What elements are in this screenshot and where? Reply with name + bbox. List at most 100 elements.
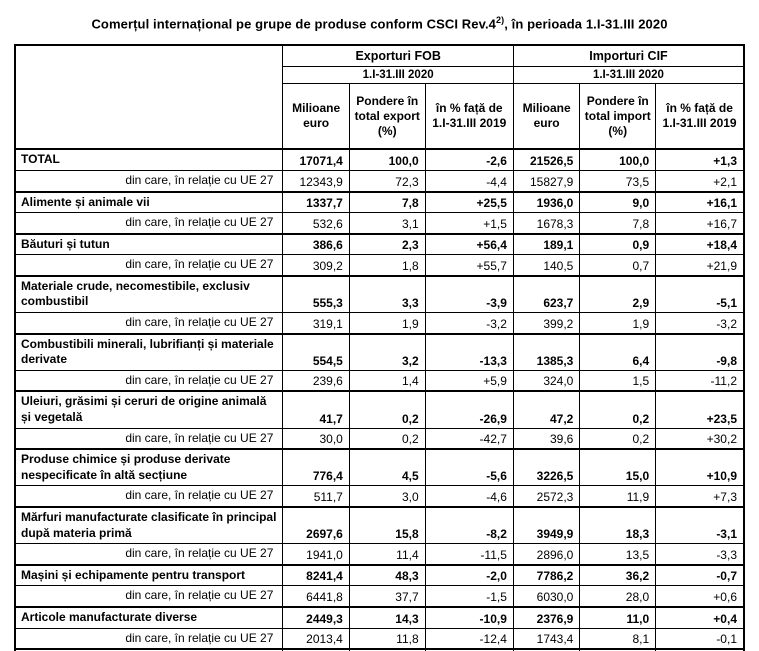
value-cell: 3,1 xyxy=(348,212,426,235)
value-cell: 386,6 xyxy=(282,232,350,256)
value-cell: 8,1 xyxy=(579,627,657,650)
subcategory-row: din care, în relație cu UE 27 532,6 3,1 +1,… xyxy=(14,212,745,235)
export-period: 1.I-31.III 2020 xyxy=(282,65,514,84)
value-cell: 0,2 xyxy=(579,390,657,429)
value-cell: 37,7 xyxy=(348,585,426,608)
value-cell: -3,3 xyxy=(655,543,745,566)
value-cell: 309,2 xyxy=(282,254,350,277)
col-header-export-share: Pondere în total export (%) xyxy=(348,82,426,150)
value-cell: -13,3 xyxy=(424,332,514,371)
corner-cell xyxy=(14,44,284,150)
value-cell: 3226,5 xyxy=(512,448,581,487)
subcategory-label: din care, în relație cu UE 27 xyxy=(14,369,284,392)
value-cell: 2572,3 xyxy=(512,485,581,508)
subcategory-row: din care, în relație cu UE 27 309,2 1,8 +55… xyxy=(14,254,745,277)
value-cell: 8241,4 xyxy=(282,563,350,587)
value-cell: 6441,8 xyxy=(282,585,350,608)
value-cell: 15827,9 xyxy=(512,169,581,193)
category-row: Uleiuri, grăsimi și ceruri de origine an… xyxy=(14,390,745,429)
value-cell: 0,2 xyxy=(348,390,426,429)
subcategory-label: din care, în relație cu UE 27 xyxy=(14,169,284,193)
value-cell: +1,5 xyxy=(424,212,514,235)
value-cell: 140,5 xyxy=(512,254,581,277)
value-cell: 73,5 xyxy=(579,169,657,193)
value-cell: +30,2 xyxy=(655,427,745,450)
value-cell: 100,0 xyxy=(348,148,426,171)
value-cell: -3,9 xyxy=(424,274,514,314)
value-cell: 11,0 xyxy=(579,605,657,629)
value-cell: 555,3 xyxy=(282,274,350,314)
value-cell: 1941,0 xyxy=(282,543,350,566)
value-cell: 1743,4 xyxy=(512,627,581,650)
value-cell: -3,1 xyxy=(655,506,745,545)
col-header-import-value: Milioane euro xyxy=(512,82,581,150)
value-cell: +2,1 xyxy=(655,169,745,193)
title-footnote-ref: 2) xyxy=(496,15,505,25)
value-cell: 532,6 xyxy=(282,212,350,235)
value-cell: 5,6 xyxy=(512,648,581,651)
value-cell: -42,7 xyxy=(424,427,514,450)
value-cell: -9,8 xyxy=(655,332,745,371)
category-label: Alimente și animale vii xyxy=(14,190,284,214)
category-label: TOTAL xyxy=(14,148,284,171)
value-cell: -8,2 xyxy=(424,506,514,545)
value-cell: +0,4 xyxy=(655,605,745,629)
category-row: Bunuri necuprinse în altă secțiune din C… xyxy=(14,648,745,651)
category-label: Materiale crude, necomestibile, exclusiv… xyxy=(14,274,284,314)
value-cell: +23,5 xyxy=(655,390,745,429)
subcategory-row: din care, în relație cu UE 27 2013,4 11,8-… xyxy=(14,627,745,650)
value-cell: 554,5 xyxy=(282,332,350,371)
value-cell: 47,2 xyxy=(512,390,581,429)
value-cell: +16,7 xyxy=(655,212,745,235)
subcategory-label: din care, în relație cu UE 27 xyxy=(14,485,284,508)
value-cell: +7,3 xyxy=(655,485,745,508)
value-cell: 324,0 xyxy=(512,369,581,392)
col-header-export-value: Milioane euro xyxy=(282,82,350,150)
value-cell: 11,9 xyxy=(579,485,657,508)
category-label: Mașini și echipamente pentru transport xyxy=(14,563,284,587)
category-label: Băuturi și tutun xyxy=(14,232,284,256)
value-cell: +18,4 xyxy=(655,232,745,256)
category-row: Alimente și animale vii 1337,7 7,8 +25,5 193… xyxy=(14,190,745,214)
subcategory-label: din care, în relație cu UE 27 xyxy=(14,585,284,608)
value-cell: 3,2 xyxy=(348,332,426,371)
value-cell: 0,7 xyxy=(579,254,657,277)
value-cell: -4,6 xyxy=(424,485,514,508)
value-cell: 14,3 xyxy=(348,605,426,629)
value-cell: -0,7 xyxy=(655,563,745,587)
category-label: Articole manufacturate diverse xyxy=(14,605,284,629)
value-cell: 0,9 xyxy=(579,232,657,256)
value-cell: 1337,7 xyxy=(282,190,350,214)
category-row: Materiale crude, necomestibile, exclusiv… xyxy=(14,274,745,314)
value-cell: 511,7 xyxy=(282,485,350,508)
value-cell: -0,1 xyxy=(655,627,745,650)
header-flow-row: Exporturi FOB Importuri CIF xyxy=(14,44,745,150)
value-cell: 11,4 xyxy=(348,543,426,566)
value-cell: +21,9 xyxy=(655,254,745,277)
category-label: Combustibili minerali, lubrifianți și ma… xyxy=(14,332,284,371)
value-cell: 6,4 xyxy=(579,332,657,371)
value-cell: 3949,9 xyxy=(512,506,581,545)
category-label: Produse chimice și produse derivate nesp… xyxy=(14,448,284,487)
col-header-import-change: în % față de 1.I-31.III 2019 xyxy=(655,82,745,150)
category-row: Mașini și echipamente pentru transport 82… xyxy=(14,563,745,587)
value-cell: -11,2 xyxy=(655,369,745,392)
value-cell: +3,3 xyxy=(655,648,745,651)
subcategory-row: din care, în relație cu UE 27 30,0 0,2 -42,… xyxy=(14,427,745,450)
subcategory-row: din care, în relație cu UE 27 12343,9 72,3… xyxy=(14,169,745,193)
value-cell: 1,9 xyxy=(579,312,657,335)
subcategory-label: din care, în relație cu UE 27 xyxy=(14,254,284,277)
col-header-export-change: în % față de 1.I-31.III 2019 xyxy=(424,82,514,150)
value-cell: 1,8 xyxy=(348,254,426,277)
subcategory-label: din care, în relație cu UE 27 xyxy=(14,427,284,450)
category-row: Mărfuri manufacturate clasificate în pri… xyxy=(14,506,745,545)
value-cell: 9,0 xyxy=(579,190,657,214)
value-cell: -1,5 xyxy=(424,585,514,608)
value-cell: -2,0 xyxy=(424,563,514,587)
value-cell: 4,5 xyxy=(348,448,426,487)
value-cell: 48,3 xyxy=(348,563,426,587)
value-cell: 399,2 xyxy=(512,312,581,335)
value-cell: 6030,0 xyxy=(512,585,581,608)
value-cell: 2697,6 xyxy=(282,506,350,545)
